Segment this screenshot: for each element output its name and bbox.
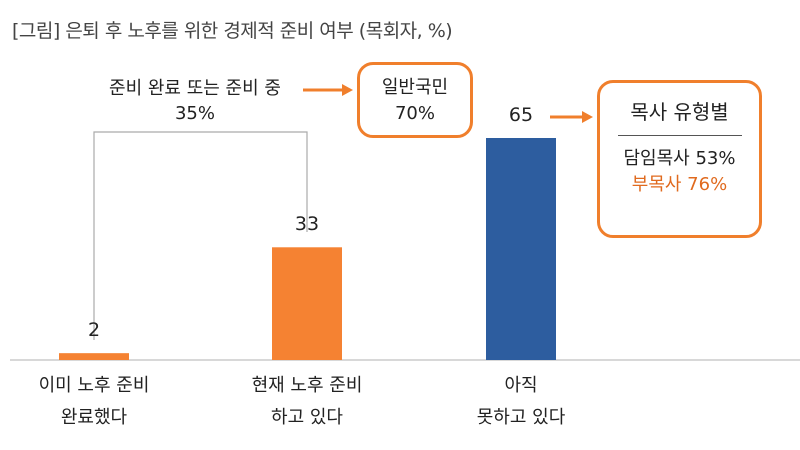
associate-pastor-item: 부목사 76% bbox=[631, 174, 728, 195]
arrowhead-general-public bbox=[342, 84, 353, 96]
pastor-type-divider bbox=[617, 135, 742, 136]
category-label-line: 이미 노후 준비 bbox=[38, 375, 150, 396]
value-label-0: 2 bbox=[87, 319, 101, 342]
category-label-line: 현재 노후 준비 bbox=[251, 375, 363, 396]
category-label-line: 완료했다 bbox=[60, 407, 128, 428]
category-label-line: 아직 bbox=[504, 375, 538, 396]
value-label-1: 33 bbox=[294, 213, 320, 236]
general-public-label: 일반국민 bbox=[381, 77, 449, 98]
preparation-note-line2: 35% bbox=[174, 103, 215, 124]
general-public-callout: 일반국민 70% bbox=[357, 62, 473, 138]
preparation-note: 준비 완료 또는 준비 중 35% bbox=[100, 76, 290, 126]
chart-title: [그림] 은퇴 후 노후를 위한 경제적 준비 여부 (목회자, %) bbox=[12, 20, 453, 42]
bar-2 bbox=[486, 138, 556, 360]
pastor-type-callout: 목사 유형별 담임목사 53% 부목사 76% bbox=[597, 80, 762, 238]
bar-1 bbox=[272, 247, 342, 360]
value-label-2: 65 bbox=[508, 104, 534, 126]
general-public-value: 70% bbox=[394, 103, 435, 124]
senior-pastor-item: 담임목사 53% bbox=[623, 148, 736, 169]
category-label-line: 못하고 있다 bbox=[476, 407, 566, 428]
bracket-line bbox=[93, 131, 308, 340]
preparation-note-line1: 준비 완료 또는 준비 중 bbox=[109, 78, 281, 99]
bar-0 bbox=[59, 353, 129, 360]
category-label-line: 하고 있다 bbox=[271, 407, 343, 428]
pastor-type-heading: 목사 유형별 bbox=[630, 100, 729, 124]
arrowhead-pastor-type bbox=[582, 111, 593, 123]
